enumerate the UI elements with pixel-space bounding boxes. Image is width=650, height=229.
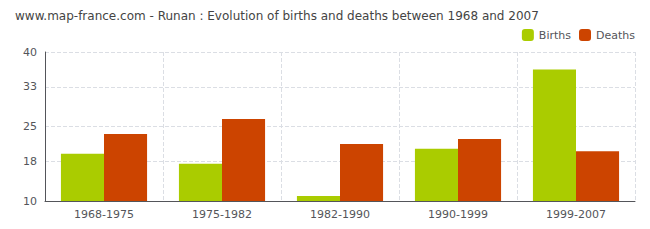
svg-text:1975-1982: 1975-1982 — [192, 208, 252, 221]
svg-text:1999-2007: 1999-2007 — [546, 208, 606, 221]
svg-text:10: 10 — [23, 195, 37, 208]
svg-text:Births: Births — [539, 29, 571, 42]
svg-text:1982-1990: 1982-1990 — [310, 208, 370, 221]
svg-text:1968-1975: 1968-1975 — [74, 208, 134, 221]
svg-text:Deaths: Deaths — [596, 29, 635, 42]
svg-text:www.map-france.com - Runan : E: www.map-france.com - Runan : Evolution o… — [15, 9, 539, 23]
svg-text:33: 33 — [23, 80, 37, 93]
svg-text:40: 40 — [23, 46, 37, 59]
svg-text:1990-1999: 1990-1999 — [428, 208, 488, 221]
svg-text:18: 18 — [23, 155, 37, 168]
svg-text:25: 25 — [23, 120, 37, 133]
